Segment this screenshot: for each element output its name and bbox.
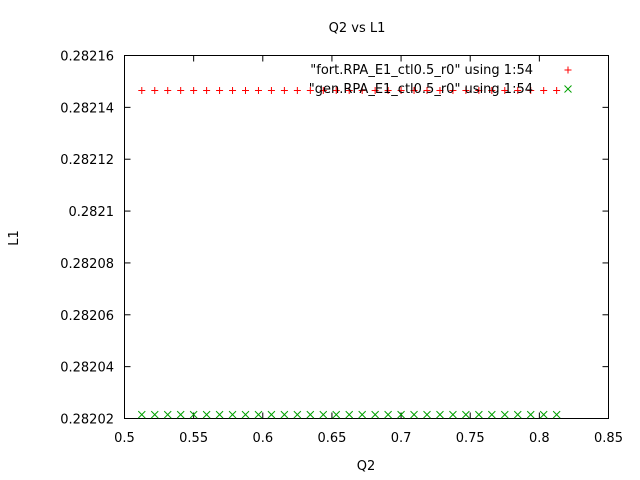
data-point-series-2 (254, 410, 263, 419)
data-point-series-2 (306, 410, 315, 419)
legend-label: "gen.RPA_E1_ctl0.5_r0" using 1:54 (309, 82, 533, 97)
chart-title: Q2 vs L1 (329, 21, 386, 36)
data-point-series-1 (345, 87, 353, 95)
data-point-series-1 (488, 87, 496, 95)
data-point-series-1 (540, 87, 548, 95)
data-point-series-2 (358, 410, 367, 419)
data-point-series-1 (436, 87, 444, 95)
data-point-series-2 (475, 410, 483, 419)
y-axis: 0.28202 0.28204 0.28206 0.28208 0.2821 0.2821… (60, 50, 609, 428)
legend-label: "fort.RPA_E1_ctl0.5_r0" using 1:54 (310, 63, 533, 78)
y-tick-label: 0.28202 (60, 413, 114, 428)
data-point-series-1 (293, 87, 301, 95)
x-tick-label: 0.55 (179, 431, 208, 446)
legend: "fort.RPA_E1_ctl0.5_r0" using 1:54 "gen.R… (309, 63, 572, 97)
data-point-series-2 (332, 410, 341, 419)
data-point-series-2 (410, 410, 418, 419)
data-point-series-2 (163, 410, 172, 419)
data-point-series-2 (228, 410, 237, 419)
data-point-series-1 (553, 87, 561, 95)
data-point-series-2 (215, 410, 224, 419)
x-axis-label: Q2 (357, 459, 376, 474)
data-point-series-1 (449, 87, 457, 95)
data-point-series-2 (487, 410, 496, 419)
x-tick-label: 0.6 (252, 431, 273, 446)
data-point-series-2 (500, 410, 509, 419)
y-tick-label: 0.28204 (60, 361, 114, 376)
y-tick-label: 0.28216 (60, 50, 114, 65)
data-point-series-2 (513, 410, 522, 419)
data-point-series-2 (202, 410, 211, 419)
y-axis-label: L1 (7, 230, 22, 246)
data-point-series-1 (280, 87, 288, 95)
data-point-series-1 (177, 87, 185, 95)
data-point-series-1 (151, 87, 159, 95)
plot-frame (124, 55, 609, 419)
data-point-series-1 (190, 87, 198, 95)
data-point-series-1 (514, 87, 522, 95)
x-tick-label: 0.5 (114, 431, 135, 446)
data-point-series-1 (501, 87, 509, 95)
legend-marker (564, 85, 572, 93)
data-point-series-2 (293, 410, 302, 419)
data-point-series-1 (319, 87, 327, 95)
data-point-series-2 (280, 410, 289, 419)
data-point-series-1 (397, 87, 405, 95)
data-point-series-1 (164, 87, 172, 95)
x-tick-label: 0.75 (456, 431, 485, 446)
data-point-series-1 (462, 87, 470, 95)
data-point-series-2 (462, 410, 470, 419)
x-axis: 0.5 0.55 0.6 0.65 0.7 0.75 0.8 0.85 (114, 55, 623, 446)
data-point-series-1 (423, 87, 431, 95)
y-tick-label: 0.28212 (60, 153, 114, 168)
data-point-series-2 (267, 410, 276, 419)
data-point-series-1 (358, 87, 366, 95)
data-point-series-1 (203, 87, 211, 95)
data-point-series-1 (527, 87, 535, 95)
y-tick-label: 0.28208 (60, 257, 114, 272)
x-tick-label: 0.7 (391, 431, 412, 446)
series-markers (137, 87, 561, 419)
data-point-series-1 (254, 87, 262, 95)
data-point-series-1 (229, 87, 237, 95)
y-tick-label: 0.28214 (60, 101, 114, 116)
data-point-series-2 (137, 410, 146, 419)
data-point-series-1 (242, 87, 249, 95)
data-point-series-2 (384, 410, 392, 419)
data-point-series-1 (332, 87, 340, 95)
data-point-series-2 (150, 410, 159, 419)
data-point-series-1 (306, 87, 314, 95)
data-point-series-1 (138, 87, 146, 95)
data-point-series-1 (267, 87, 275, 95)
data-point-series-1 (475, 87, 483, 95)
data-point-series-2 (176, 410, 185, 419)
data-point-series-1 (384, 87, 392, 95)
x-tick-label: 0.8 (529, 431, 550, 446)
data-point-series-2 (526, 410, 535, 419)
data-point-series-2 (552, 410, 561, 419)
data-point-series-2 (397, 410, 405, 419)
x-tick-label: 0.65 (317, 431, 346, 446)
y-tick-label: 0.2821 (69, 205, 115, 220)
data-point-series-2 (345, 410, 354, 419)
legend-marker (564, 66, 572, 74)
data-point-series-2 (189, 410, 198, 419)
data-point-series-1 (216, 87, 224, 95)
x-tick-label: 0.85 (594, 431, 623, 446)
data-point-series-2 (436, 410, 444, 419)
data-point-series-2 (241, 410, 250, 419)
data-point-series-2 (423, 410, 431, 419)
data-point-series-2 (449, 410, 457, 419)
data-point-series-1 (371, 87, 379, 95)
data-point-series-2 (371, 410, 379, 419)
y-tick-label: 0.28206 (60, 309, 114, 324)
data-point-series-1 (410, 87, 418, 95)
data-point-series-2 (319, 410, 328, 419)
data-point-series-2 (539, 410, 548, 419)
